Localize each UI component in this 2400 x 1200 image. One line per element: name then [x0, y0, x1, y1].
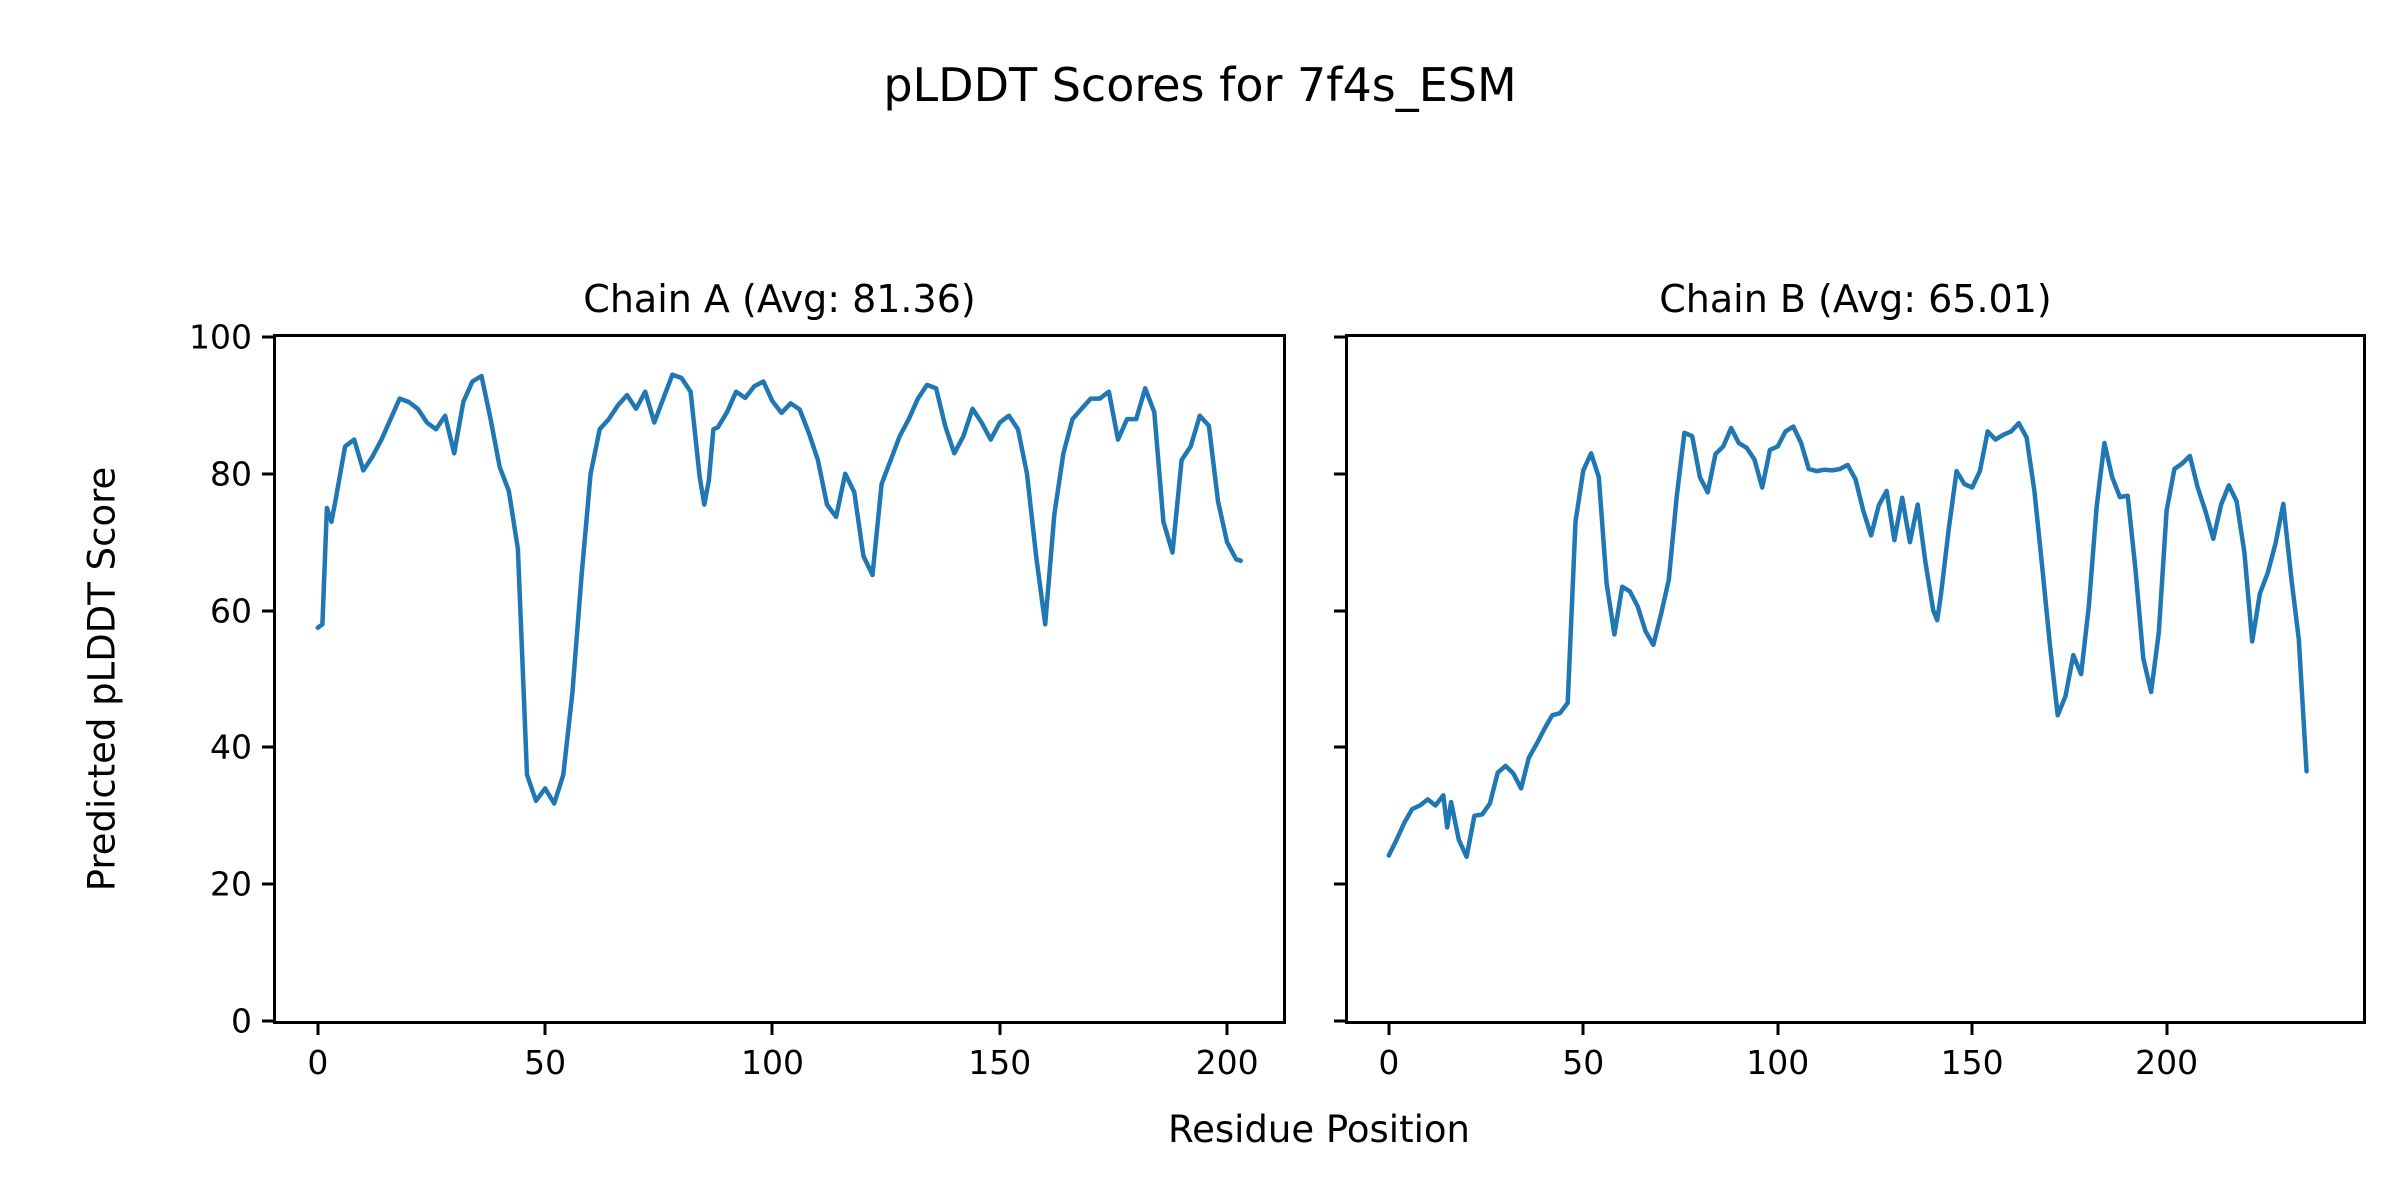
- chain-a-plddt-line: [315, 372, 1243, 806]
- y-tick-mark: [1334, 745, 1348, 749]
- x-tick-label: 0: [307, 1043, 329, 1082]
- y-tick-mark: [1334, 609, 1348, 613]
- chain-a-plot-title: Chain A (Avg: 81.36): [583, 277, 976, 321]
- y-tick-label: 100: [189, 317, 252, 357]
- chain-b-plot-title: Chain B (Avg: 65.01): [1659, 277, 2052, 321]
- y-tick-mark: [262, 609, 276, 613]
- y-tick-mark: [1334, 472, 1348, 476]
- y-tick-mark: [262, 472, 276, 476]
- x-tick-mark: [1581, 1021, 1585, 1035]
- x-tick-mark: [2165, 1021, 2169, 1035]
- x-tick-label: 50: [1562, 1043, 1605, 1082]
- x-tick-mark: [1970, 1021, 1974, 1035]
- chain-b-plddt-line: [1386, 420, 2309, 860]
- y-tick-mark: [1334, 882, 1348, 886]
- chain-b-line-chart: [1386, 420, 2309, 860]
- y-tick-label: 60: [210, 591, 252, 631]
- x-tick-mark: [316, 1021, 320, 1035]
- y-tick-label: 0: [231, 1001, 252, 1041]
- x-tick-label: 50: [524, 1043, 567, 1082]
- x-tick-label: 100: [740, 1043, 804, 1082]
- y-axis-label: Predicted pLDDT Score: [80, 466, 124, 892]
- figure-title: pLDDT Scores for 7f4s_ESM: [883, 58, 1517, 112]
- y-tick-mark: [262, 882, 276, 886]
- x-tick-label: 200: [2135, 1043, 2199, 1082]
- x-tick-label: 0: [1378, 1043, 1400, 1082]
- x-tick-label: 100: [1746, 1043, 1810, 1082]
- x-tick-label: 150: [1940, 1043, 2004, 1082]
- y-tick-mark: [262, 335, 276, 339]
- x-tick-label: 200: [1195, 1043, 1259, 1082]
- x-tick-label: 150: [968, 1043, 1032, 1082]
- y-tick-label: 40: [210, 727, 252, 767]
- x-tick-mark: [1225, 1021, 1229, 1035]
- x-axis-label: Residue Position: [1168, 1108, 1470, 1151]
- y-tick-mark: [1334, 1019, 1348, 1023]
- y-tick-mark: [262, 745, 276, 749]
- y-tick-label: 20: [210, 864, 252, 904]
- x-tick-mark: [543, 1021, 547, 1035]
- x-tick-mark: [770, 1021, 774, 1035]
- y-tick-mark: [1334, 335, 1348, 339]
- x-tick-mark: [1387, 1021, 1391, 1035]
- chain-b-plot: Chain B (Avg: 65.01) 0 50 100 150 200: [1334, 277, 2366, 1082]
- x-tick-mark: [998, 1021, 1002, 1035]
- y-tick-mark: [262, 1019, 276, 1023]
- x-tick-mark: [1776, 1021, 1780, 1035]
- chain-a-plot: Chain A (Avg: 81.36) 0 50 100 150 200 0 20 40 60…: [189, 277, 1286, 1082]
- chain-a-line-chart: [315, 372, 1243, 806]
- y-tick-label: 80: [210, 454, 252, 494]
